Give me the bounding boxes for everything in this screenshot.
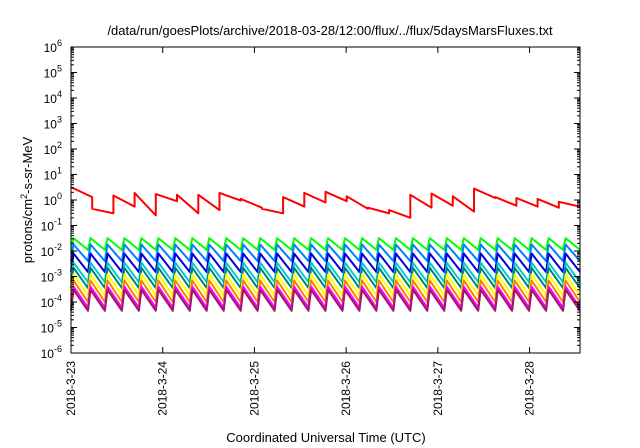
y-tick-label: 10-5: [41, 319, 62, 336]
x-axis: 2018-3-23 2018-3-24 2018-3-25 2018-3-26 2018…: [64, 47, 537, 416]
y-axis-label-sup: 2: [19, 194, 29, 199]
y-tick-label: 101: [44, 166, 62, 183]
series-line: [70, 237, 581, 251]
x-tick-label: 2018-3-25: [247, 361, 261, 416]
y-tick-label: 100: [44, 191, 62, 208]
y-tick-label: 103: [44, 115, 62, 132]
series-line: [70, 243, 581, 263]
y-tick-label: 10-2: [41, 242, 62, 259]
x-tick-label: 2018-3-26: [339, 361, 353, 416]
x-tick-label: 2018-3-28: [523, 361, 537, 416]
x-axis-label: Coordinated Universal Time (UTC): [226, 430, 425, 445]
series-line: [70, 186, 581, 219]
y-axis-label-base: protons/cm: [20, 199, 35, 263]
chart-title: /data/run/goesPlots/archive/2018-03-28/1…: [107, 23, 553, 38]
series-group: [70, 186, 581, 312]
series-line: [70, 288, 581, 312]
x-tick-label: 2018-3-24: [156, 361, 170, 416]
y-tick-label: 10-6: [41, 344, 62, 361]
y-tick-label: 106: [44, 38, 62, 55]
x-tick-label: 2018-3-27: [431, 361, 445, 416]
y-axis: 106 105 104 103 102 101 100 10-1 10-2 10-3 10-4 10-…: [41, 38, 580, 361]
y-tick-label: 10-4: [41, 293, 62, 310]
y-axis-label: protons/cm2-s-sr-MeV: [19, 136, 35, 263]
y-axis-label-rest: -s-sr-MeV: [20, 136, 35, 193]
y-tick-label: 104: [44, 89, 62, 106]
y-tick-label: 105: [44, 64, 62, 81]
y-tick-label: 10-3: [41, 268, 62, 285]
y-tick-label: 10-1: [41, 217, 62, 234]
y-tick-label: 102: [44, 140, 62, 157]
series-line: [70, 252, 581, 273]
x-tick-label: 2018-3-23: [64, 361, 78, 416]
